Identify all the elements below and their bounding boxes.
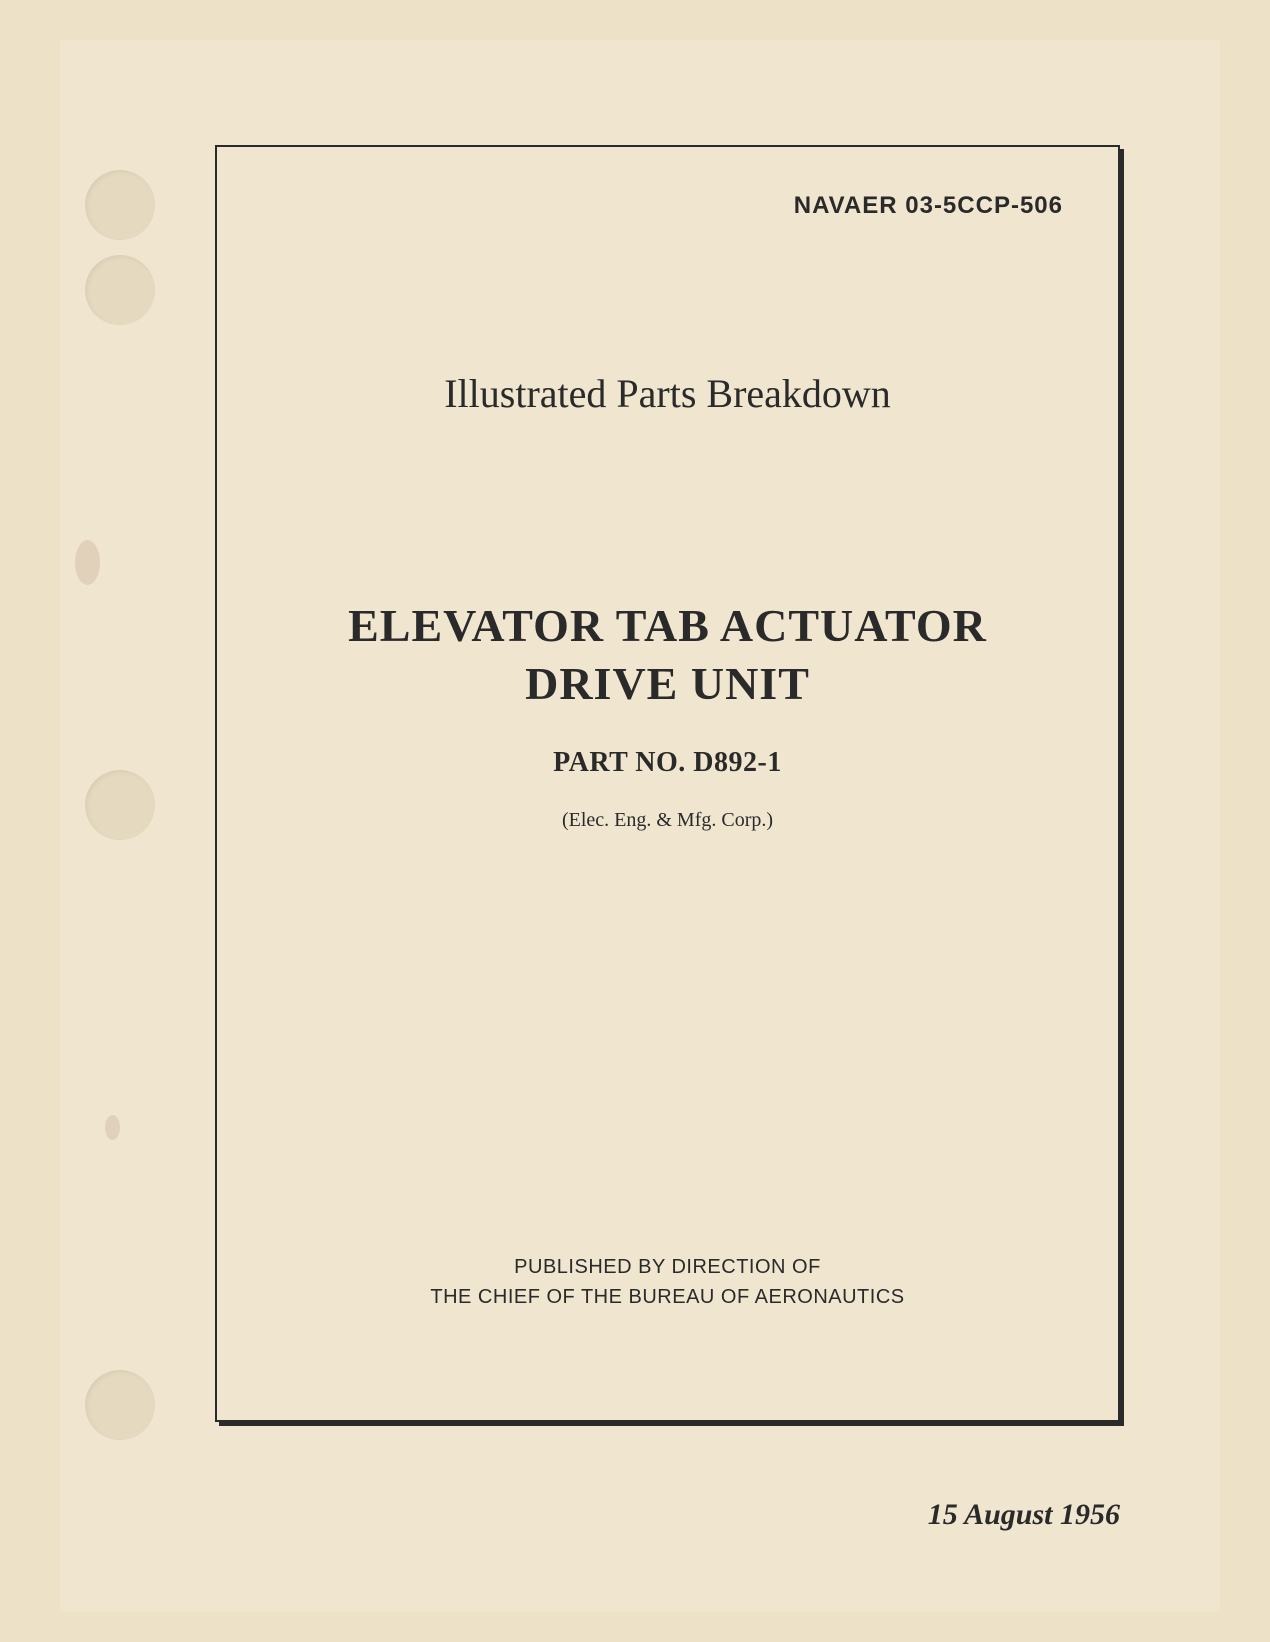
document-subtitle: Illustrated Parts Breakdown <box>272 370 1063 417</box>
publisher-info: PUBLISHED BY DIRECTION OF THE CHIEF OF T… <box>272 1252 1063 1312</box>
punch-hole <box>85 1370 155 1440</box>
document-page: NAVAER 03-5CCP-506 Illustrated Parts Bre… <box>60 40 1220 1612</box>
punch-hole <box>85 170 155 240</box>
title-line-2: DRIVE UNIT <box>525 658 810 709</box>
manufacturer-name: (Elec. Eng. & Mfg. Corp.) <box>272 809 1063 832</box>
title-frame: NAVAER 03-5CCP-506 Illustrated Parts Bre… <box>215 145 1120 1422</box>
publisher-line-1: PUBLISHED BY DIRECTION OF <box>514 1256 821 1278</box>
page-smudge <box>105 1115 120 1140</box>
document-title: ELEVATOR TAB ACTUATOR DRIVE UNIT <box>272 597 1063 712</box>
punch-hole <box>85 770 155 840</box>
part-number: PART NO. D892-1 <box>272 747 1063 779</box>
document-number: NAVAER 03-5CCP-506 <box>272 192 1063 220</box>
publication-date: 15 August 1956 <box>928 1498 1120 1532</box>
title-line-1: ELEVATOR TAB ACTUATOR <box>348 600 987 651</box>
publisher-line-2: THE CHIEF OF THE BUREAU OF AERONAUTICS <box>430 1286 904 1308</box>
punch-hole <box>85 255 155 325</box>
page-smudge <box>75 540 100 585</box>
